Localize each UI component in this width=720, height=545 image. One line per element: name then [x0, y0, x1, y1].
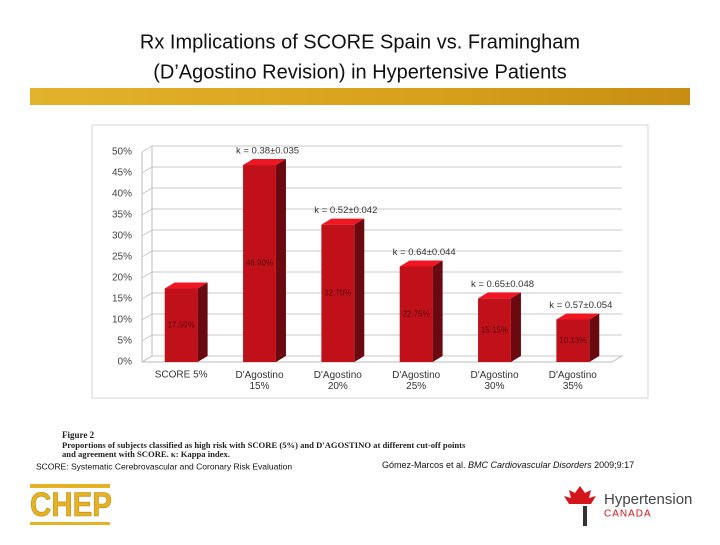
bar-side: [197, 282, 208, 362]
figure-caption: and agreement with SCORE. κ: Kappa index…: [62, 449, 230, 459]
bar: [399, 266, 433, 362]
footnote-left: SCORE: Systematic Cerebrovascular and Co…: [36, 461, 292, 471]
grid-line: [141, 208, 622, 216]
y-tick-label: 15%: [112, 294, 132, 305]
bar-side: [432, 260, 443, 362]
grid-line: [141, 229, 622, 237]
kappa-annotation: k = 0.38±0.035: [236, 146, 299, 157]
bar-top: [243, 159, 286, 166]
authors: Gómez-Marcos et al.: [382, 460, 468, 470]
grid-line: [141, 271, 622, 279]
bar: [478, 298, 511, 362]
y-tick-label: 30%: [112, 231, 132, 242]
journal: BMC Cardiovascular Disorders: [468, 460, 592, 470]
x-tick-label: D'Agostino 15%: [235, 370, 283, 392]
x-tick-label-line: D'Agostino: [549, 370, 597, 381]
figure-caption: Proportions of subjects classified as hi…: [62, 440, 466, 450]
x-tick-label: SCORE 5%: [155, 370, 208, 381]
logo-right-country: CANADA: [604, 509, 652, 520]
bar-top: [321, 218, 365, 225]
y-tick-label: 5%: [118, 336, 133, 347]
value-label: 17.50%: [168, 320, 195, 329]
grid-line: [141, 166, 622, 174]
logo-right-name: Hypertension: [604, 491, 692, 508]
title-bar: [30, 88, 690, 105]
bar-side: [589, 313, 600, 362]
slide-title-line: (D’Agostino Revision) in Hypertensive Pa…: [153, 61, 567, 83]
grid-line: [141, 334, 622, 342]
bar-top: [556, 313, 600, 320]
figure-label: Figure 2: [62, 430, 95, 440]
y-tick-label: 40%: [112, 189, 132, 200]
kappa-annotation: k = 0.65±0.048: [471, 279, 534, 290]
maple-leaf: [564, 486, 596, 504]
bar-top: [399, 260, 443, 267]
footnote-right: Gómez-Marcos et al. BMC Cardiovascular D…: [382, 460, 634, 470]
bar: [556, 319, 590, 362]
grid-line: [141, 313, 622, 321]
kappa-annotation: k = 0.57±0.054: [549, 300, 612, 311]
bar: [243, 165, 276, 362]
x-tick-label-line: D'Agostino: [392, 370, 440, 381]
bar: [164, 288, 198, 362]
kappa-annotation: k = 0.52±0.042: [314, 205, 377, 216]
x-tick-label-line: D'Agostino: [470, 370, 518, 381]
value-label: 46.90%: [246, 259, 273, 268]
x-tick-label-line: 20%: [328, 381, 348, 392]
bar: [321, 224, 355, 362]
bar-top: [164, 282, 208, 289]
slide-title-line: Rx Implications of SCORE Spain vs. Frami…: [140, 31, 580, 53]
bar-side: [354, 218, 365, 362]
x-tick-label: D'Agostino 25%: [392, 370, 440, 392]
x-tick-label-line: 35%: [563, 381, 583, 392]
bar-top: [478, 292, 521, 299]
value-label: 15.15%: [481, 325, 508, 334]
value-label: 32.70%: [324, 288, 351, 297]
logo-stripe: [30, 484, 110, 488]
grid-line: [141, 292, 622, 300]
logo-stem: [583, 506, 587, 526]
x-tick-label-line: D'Agostino: [314, 370, 362, 381]
grid-line: [141, 187, 622, 195]
x-tick-label-line: 15%: [249, 381, 269, 392]
y-tick-label: 25%: [112, 252, 132, 263]
x-tick-label-line: 30%: [484, 381, 504, 392]
y-tick-label: 20%: [112, 273, 132, 284]
x-tick-label-line: D'Agostino: [235, 370, 283, 381]
citation: 2009;9:17: [592, 460, 635, 470]
y-tick-label: 50%: [112, 147, 132, 158]
grid-line: [141, 355, 622, 363]
y-tick-label: 45%: [112, 168, 132, 179]
y-tick-label: 10%: [112, 315, 132, 326]
value-label: 10.13%: [559, 336, 586, 345]
x-tick-label: D'Agostino 20%: [314, 370, 362, 392]
plot: 0% 5% 10% 15% 20% 25% 30% 35% 40% 45% 50% SCORE 5% 1…: [112, 145, 624, 392]
logo-left: CHEP: [30, 486, 112, 524]
logo-stripe: [30, 522, 110, 525]
grid-line: [141, 145, 622, 153]
y-tick-label: 35%: [112, 210, 132, 221]
x-tick-label: D'Agostino 35%: [549, 370, 597, 392]
bar-side: [275, 159, 286, 362]
bar-side: [510, 292, 521, 362]
grid-line: [141, 250, 622, 258]
y-tick-label: 0%: [118, 357, 133, 368]
kappa-annotation: k = 0.64±0.044: [393, 247, 456, 258]
x-tick-label: D'Agostino 30%: [470, 370, 518, 392]
x-tick-label-line: 25%: [406, 381, 426, 392]
value-label: 22.75%: [403, 309, 430, 318]
